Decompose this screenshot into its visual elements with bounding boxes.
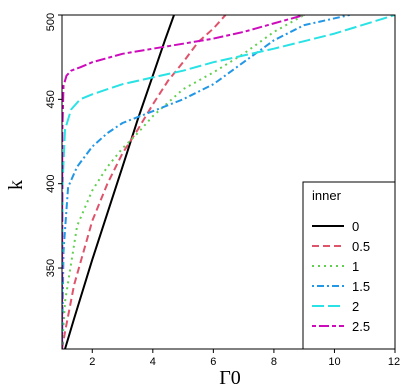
x-tick-label: 8 xyxy=(271,356,277,368)
legend-label: 1 xyxy=(352,259,359,274)
y-axis: 350 400 450 500 xyxy=(45,13,62,277)
legend-box xyxy=(302,181,396,350)
x-tick-label: 6 xyxy=(210,356,216,368)
x-tick-label: 10 xyxy=(328,356,340,368)
y-tick-label: 450 xyxy=(45,90,57,108)
series-line-2 xyxy=(62,15,395,349)
x-tick-label: 2 xyxy=(89,356,95,368)
series-line-2.5 xyxy=(62,15,305,349)
legend: inner 0 0.5 1 1.5 2 2.5 xyxy=(302,181,396,350)
y-tick-label: 400 xyxy=(45,175,57,193)
legend-label: 2.5 xyxy=(352,319,370,334)
y-tick-label: 350 xyxy=(45,259,57,277)
legend-label: 0.5 xyxy=(352,239,370,254)
legend-label: 2 xyxy=(352,299,359,314)
y-axis-title: k xyxy=(5,180,27,190)
legend-label: 1.5 xyxy=(352,279,370,294)
x-axis: 2 4 6 8 10 12 xyxy=(89,349,400,368)
legend-title: inner xyxy=(312,188,342,203)
series-line-1.5 xyxy=(62,15,350,349)
legend-label: 0 xyxy=(352,219,359,234)
series-layer xyxy=(62,15,395,349)
y-tick-label: 500 xyxy=(45,13,57,31)
series-line-0 xyxy=(64,15,175,349)
x-axis-title: Γ0 xyxy=(219,367,241,389)
x-tick-label: 12 xyxy=(388,356,400,368)
x-tick-label: 4 xyxy=(150,356,156,368)
series-line-0.5 xyxy=(62,15,227,349)
